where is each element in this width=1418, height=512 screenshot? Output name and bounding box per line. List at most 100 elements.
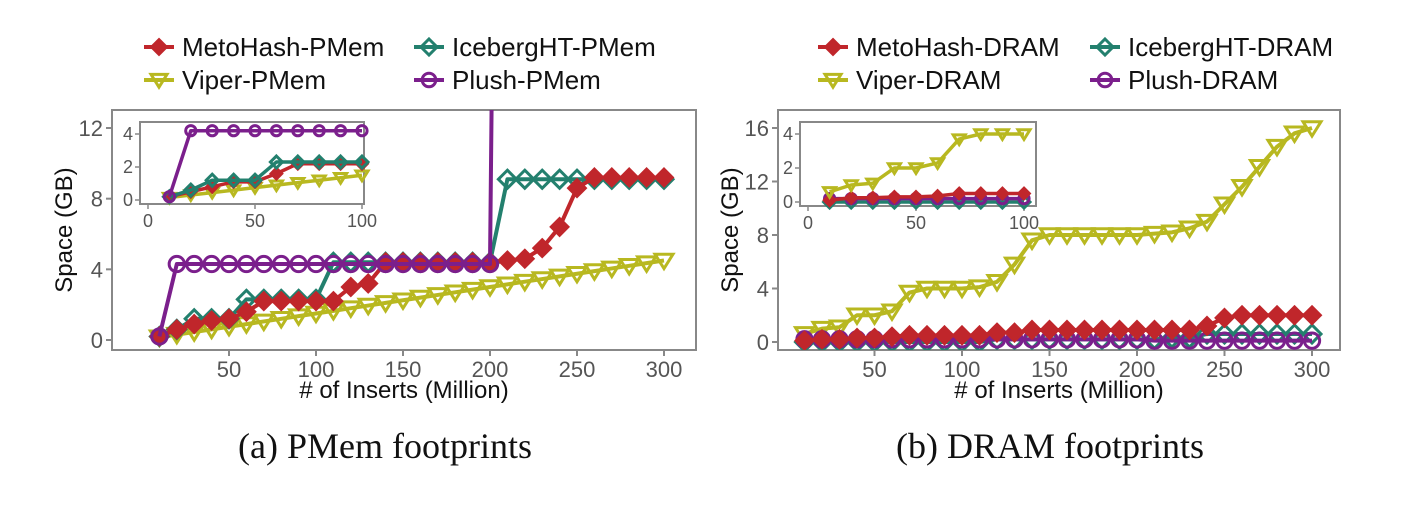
chart-dram: MetoHash-DRAM IcebergHT-DRAM Viper-DRAM Plu… xyxy=(717,32,1341,466)
x-tick-label: 100 xyxy=(298,357,335,382)
legend-marker xyxy=(1096,71,1114,89)
series-metohash-dram xyxy=(794,304,1323,350)
data-point xyxy=(219,254,239,274)
data-point xyxy=(1213,322,1236,346)
inset-data-point xyxy=(334,124,348,138)
data-point xyxy=(202,254,221,274)
data-point xyxy=(986,322,1008,344)
data-point xyxy=(1002,256,1027,276)
data-point xyxy=(237,254,256,274)
data-point xyxy=(1301,304,1323,326)
data-point xyxy=(601,167,623,188)
data-point xyxy=(443,284,467,304)
data-point xyxy=(1231,304,1253,326)
inset-data-point xyxy=(842,179,860,194)
data-point xyxy=(1214,307,1235,329)
series-line xyxy=(157,110,494,337)
inset-series-line xyxy=(168,160,362,199)
plot-area xyxy=(147,110,676,349)
data-point xyxy=(1091,319,1113,341)
inset-data-point xyxy=(973,186,989,201)
inset-data-point xyxy=(907,162,925,177)
data-point xyxy=(1247,158,1272,178)
data-point xyxy=(915,280,939,300)
data-point xyxy=(1267,331,1287,350)
data-point xyxy=(1109,319,1130,341)
data-point xyxy=(1074,319,1095,341)
legend-marker xyxy=(418,36,440,58)
plot-area xyxy=(792,120,1324,350)
inset-chart: 0 2 4 0 50 100 xyxy=(123,121,377,231)
data-point xyxy=(531,237,553,259)
inset-x-tick-label: 0 xyxy=(143,211,153,231)
x-axis-title: # of Inserts (Million) xyxy=(299,377,508,404)
legend-label: Plush-DRAM xyxy=(1128,65,1278,95)
data-point xyxy=(566,177,588,199)
data-point xyxy=(201,310,223,331)
x-axis-title: # of Inserts (Million) xyxy=(954,377,1163,404)
inset-series-metohash-dram xyxy=(822,186,1032,208)
inset-data-point xyxy=(204,172,221,189)
data-point xyxy=(846,327,868,349)
y-tick-label: 12 xyxy=(79,116,103,141)
data-point xyxy=(549,216,571,238)
inset-data-point xyxy=(820,186,839,201)
inset-y-tick-label: 4 xyxy=(123,124,133,144)
inset-data-point xyxy=(162,190,176,204)
data-point xyxy=(1177,220,1202,240)
y-tick-label: 8 xyxy=(91,187,103,212)
data-point xyxy=(583,167,605,188)
legend-label: Viper-PMem xyxy=(182,65,326,95)
data-point xyxy=(1142,225,1167,245)
data-point xyxy=(1037,227,1062,246)
inset-x-tick-label: 50 xyxy=(906,213,926,233)
data-point xyxy=(322,290,344,312)
data-point xyxy=(1230,179,1254,198)
chart-pmem: MetoHash-PMem IcebergHT-PMem Viper-PMem Plu… xyxy=(51,32,697,466)
data-point xyxy=(1160,224,1184,244)
data-point xyxy=(1196,315,1218,337)
x-tick-label: 300 xyxy=(646,357,683,382)
data-point xyxy=(1090,227,1114,246)
data-point xyxy=(969,324,990,346)
x-tick-label: 100 xyxy=(944,357,981,382)
inset-x-tick-label: 0 xyxy=(803,213,813,233)
data-point xyxy=(1266,304,1288,326)
data-point xyxy=(1283,322,1306,346)
data-point xyxy=(393,254,413,274)
legend-item: MetoHash-DRAM xyxy=(818,32,1060,62)
data-point xyxy=(288,290,310,312)
data-point xyxy=(1265,138,1289,158)
data-point xyxy=(514,248,536,270)
series-viper-pmem xyxy=(147,252,676,349)
data-point xyxy=(864,327,885,349)
data-point xyxy=(531,168,554,191)
data-point xyxy=(985,274,1009,293)
legend-item: IcebergHT-DRAM xyxy=(1090,32,1333,62)
inset-data-point xyxy=(311,153,328,171)
data-point xyxy=(827,319,852,339)
legend-item: Plush-DRAM xyxy=(1090,65,1278,95)
legend: MetoHash-DRAM IcebergHT-DRAM Viper-DRAM Plu… xyxy=(818,32,1333,95)
y-tick-label: 12 xyxy=(745,170,769,195)
inset-data-point xyxy=(1015,128,1033,143)
data-point xyxy=(897,284,922,304)
data-point xyxy=(428,254,447,274)
y-tick-label: 8 xyxy=(757,223,769,248)
data-point xyxy=(811,328,833,350)
inset-x-tick-label: 100 xyxy=(1009,213,1039,233)
x-tick-label: 300 xyxy=(1294,357,1331,382)
data-point xyxy=(1248,322,1271,346)
inset-data-point xyxy=(184,124,198,138)
legend-marker xyxy=(1094,36,1116,58)
x-tick-label: 250 xyxy=(1206,357,1243,382)
data-point xyxy=(829,328,850,350)
inset-data-point xyxy=(822,192,838,208)
data-point xyxy=(183,313,205,335)
legend-label: MetoHash-DRAM xyxy=(856,32,1060,62)
inset-data-point xyxy=(886,189,902,205)
inset-y-tick-label: 4 xyxy=(783,124,793,144)
inset-data-point xyxy=(885,162,904,177)
data-point xyxy=(1265,322,1289,346)
data-point xyxy=(1284,304,1305,326)
